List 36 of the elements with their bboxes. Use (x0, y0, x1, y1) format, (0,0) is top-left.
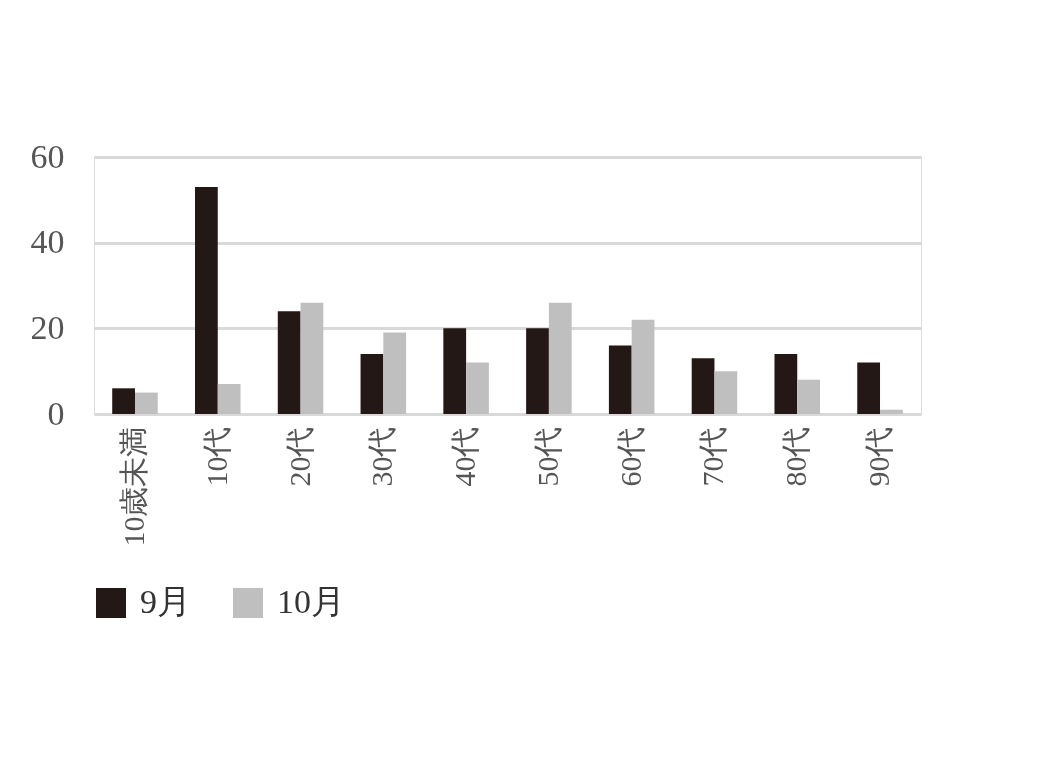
y-tick-label: 0 (47, 394, 65, 432)
bar (217, 384, 241, 414)
bar (797, 379, 821, 414)
legend-label: 10月 (277, 583, 345, 620)
x-tick-label: 90代 (862, 426, 896, 487)
x-tick-label: 50代 (530, 426, 564, 487)
x-tick-label: 40代 (448, 426, 482, 487)
bar (383, 332, 407, 414)
bar (466, 362, 489, 414)
y-tick-label: 20 (30, 308, 65, 346)
bar (608, 345, 632, 414)
bar (714, 371, 738, 414)
legend-label: 9月 (140, 583, 191, 620)
bar (548, 302, 572, 414)
x-tick-label: 30代 (365, 426, 399, 487)
bar (857, 362, 881, 414)
x-tick-label: 70代 (696, 426, 730, 487)
bar (691, 358, 715, 414)
x-tick-label: 10代 (199, 426, 233, 487)
y-tick-label: 40 (30, 223, 65, 261)
x-tick-label: 80代 (779, 426, 813, 487)
bar (880, 409, 903, 414)
bar (526, 328, 549, 414)
bar (360, 354, 384, 414)
x-tick-label: 20代 (282, 426, 316, 487)
bar (277, 311, 301, 414)
bar (194, 186, 218, 414)
bar (134, 392, 158, 414)
bar (774, 354, 798, 414)
y-tick-label: 60 (30, 137, 65, 175)
x-tick-label: 10歳未満 (116, 426, 150, 547)
bar (631, 319, 655, 414)
bar (300, 302, 324, 414)
bar (112, 388, 135, 414)
x-tick-label: 60代 (613, 426, 647, 487)
bar (443, 328, 467, 414)
